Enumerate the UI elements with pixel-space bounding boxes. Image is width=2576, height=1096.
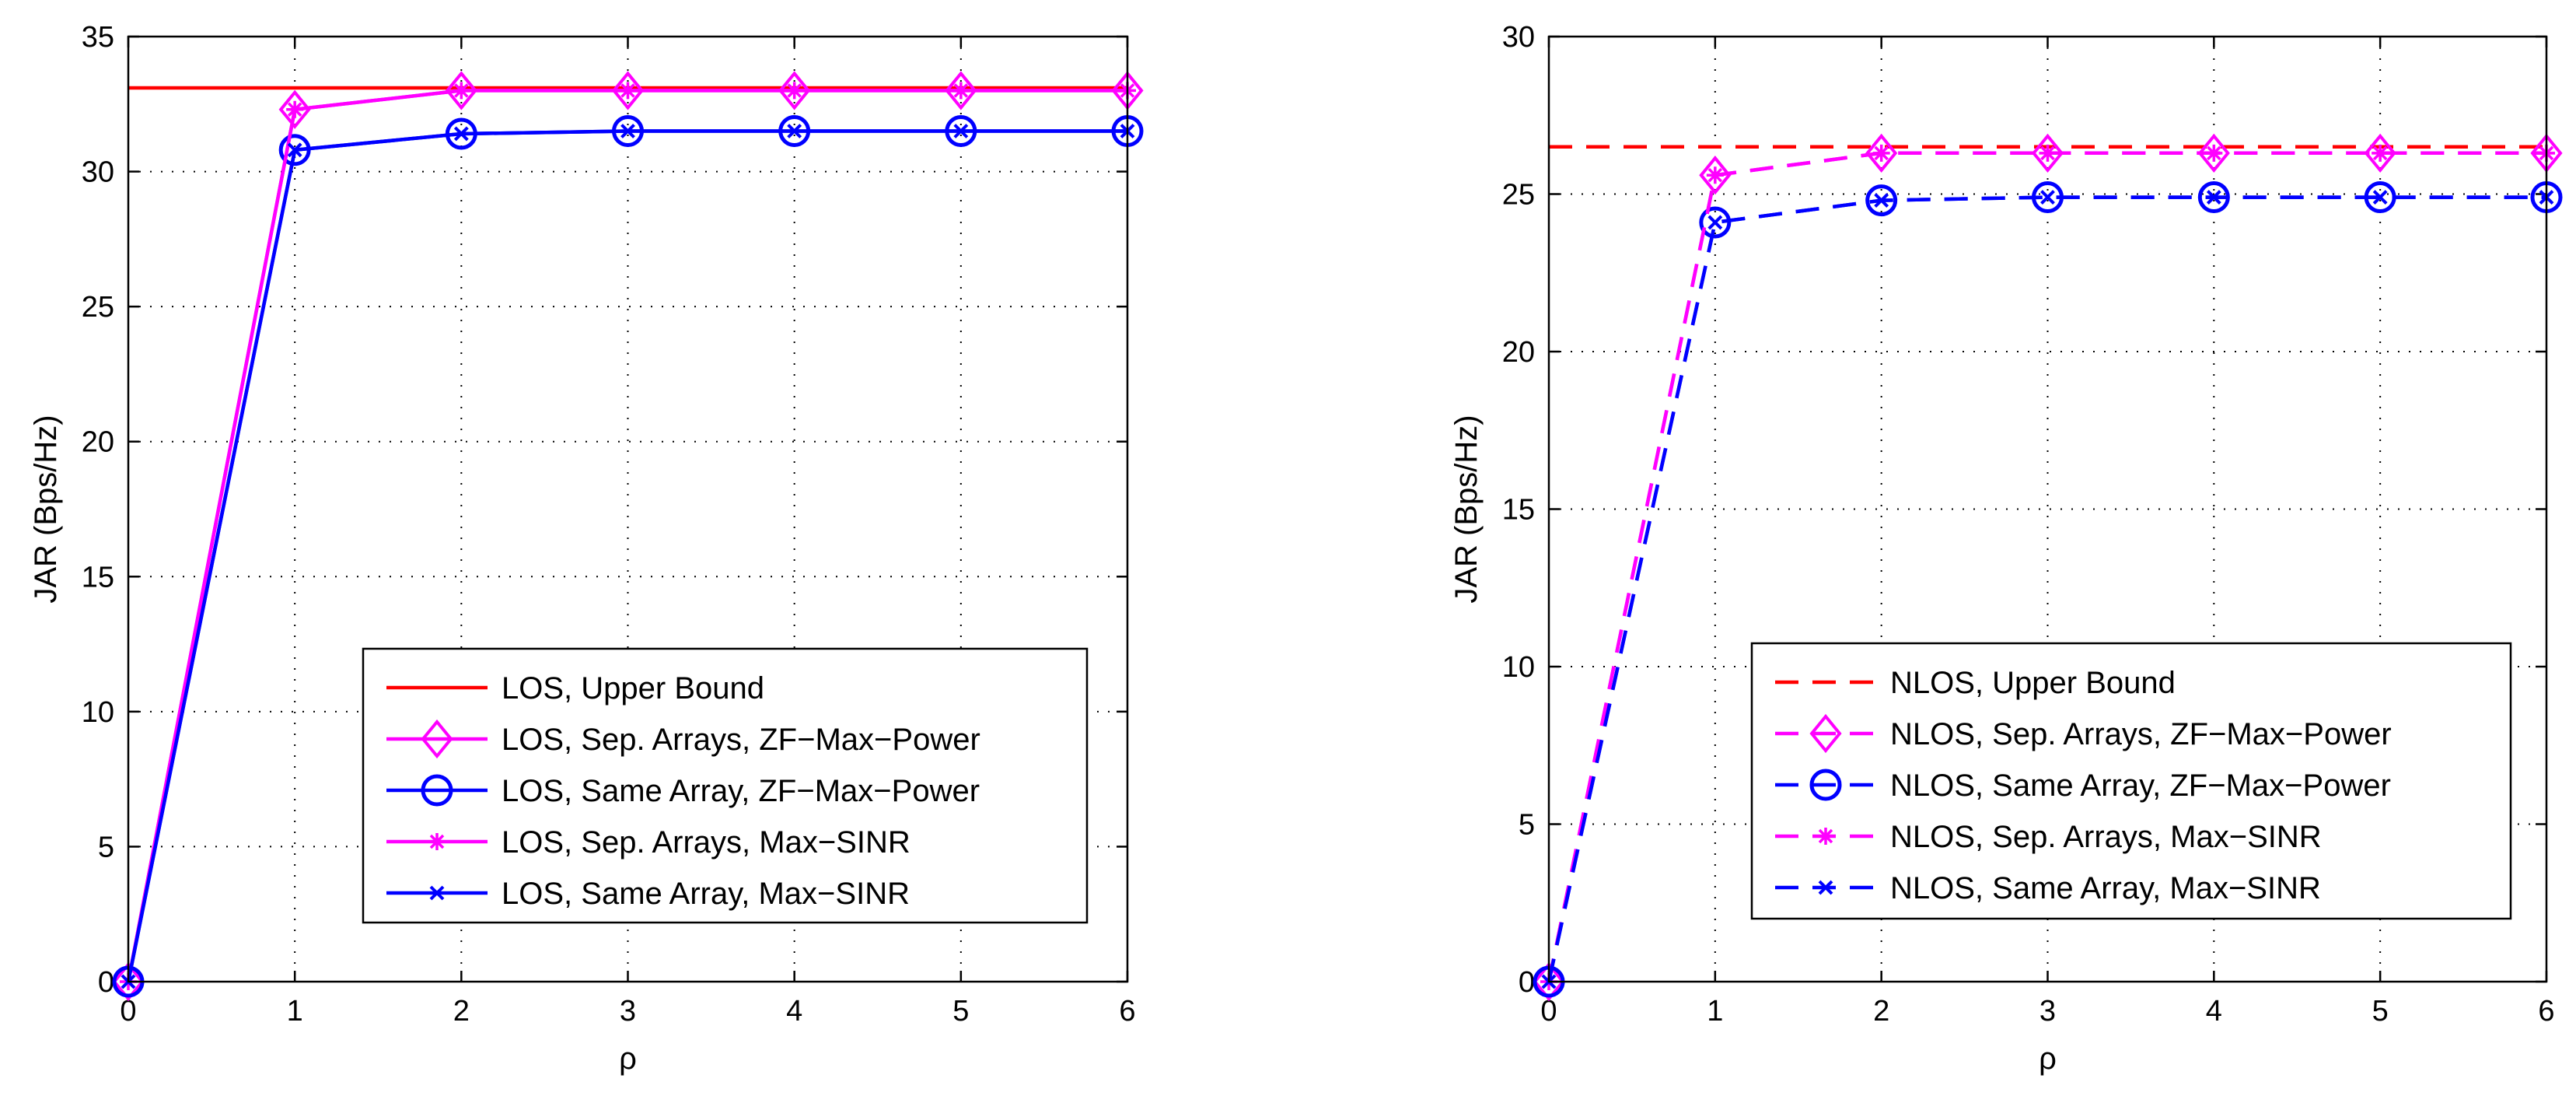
legend-label: NLOS, Sep. Arrays, ZF−Max−Power — [1890, 717, 2392, 751]
x-tick-label: 6 — [2538, 995, 2554, 1028]
data-point-star — [952, 82, 970, 100]
data-point-diamond — [1699, 156, 1732, 195]
data-point-star — [1872, 144, 1890, 162]
legend-label: LOS, Same Array, Max−SINR — [502, 877, 910, 911]
data-point-cross — [2206, 190, 2221, 205]
data-point-diamond — [1865, 133, 1898, 173]
data-point-star — [785, 82, 803, 100]
data-point-cross — [1874, 193, 1889, 208]
legend-box — [362, 647, 1089, 924]
x-tick-label: 3 — [2039, 995, 2056, 1028]
data-point-diamond — [1533, 961, 1565, 1002]
data-point-circle — [1865, 184, 1898, 217]
y-tick-label: 10 — [1502, 651, 1535, 684]
data-point-diamond — [945, 71, 977, 110]
y-tick-label: 5 — [98, 831, 114, 863]
legend-label: NLOS, Sep. Arrays, Max−SINR — [1890, 820, 2322, 854]
x-tick-label: 0 — [120, 995, 136, 1028]
data-point-diamond — [778, 71, 811, 110]
y-tick-label: 10 — [82, 696, 114, 729]
data-point-cross — [620, 124, 635, 138]
series-group — [112, 71, 1144, 1002]
data-point-cross — [2372, 190, 2388, 205]
legend-marker-diamond — [1809, 713, 1842, 754]
data-point-star — [1706, 166, 1724, 184]
data-point-diamond — [2197, 133, 2230, 173]
legend-marker-circle — [421, 774, 453, 807]
x-tick-label: 2 — [1873, 995, 1889, 1028]
y-tick-label: 15 — [82, 561, 114, 594]
data-point-diamond — [445, 71, 477, 110]
y-tick-label: 15 — [1502, 494, 1535, 527]
y-tick-label: 35 — [82, 21, 114, 54]
data-point-diamond — [278, 89, 311, 129]
y-axis-label: JAR (Bps/Hz) — [1449, 415, 1484, 603]
axes-frame — [127, 35, 1129, 983]
y-tick-label: 30 — [82, 156, 114, 189]
y-axis-label: JAR (Bps/Hz) — [29, 415, 63, 603]
data-point-star — [2372, 144, 2389, 162]
x-axis-label: ρ — [2039, 1042, 2057, 1076]
x-tick-label: 4 — [786, 995, 802, 1028]
legend-label: NLOS, Upper Bound — [1890, 666, 2176, 700]
y-tick-label: 25 — [82, 291, 114, 324]
y-tick-label: 25 — [1502, 179, 1535, 212]
y-tick-label: 0 — [1519, 966, 1535, 999]
data-point-cross — [953, 124, 969, 138]
y-tick-label: 20 — [82, 426, 114, 459]
legend-label: NLOS, Same Array, Max−SINR — [1890, 871, 2321, 905]
x-tick-label: 4 — [2206, 995, 2222, 1028]
data-point-diamond — [2031, 133, 2064, 173]
y-tick-label: 0 — [98, 966, 114, 999]
x-tick-label: 2 — [453, 995, 470, 1028]
legend-label: LOS, Upper Bound — [502, 671, 764, 706]
series-group — [1533, 133, 2563, 1002]
data-point-diamond — [611, 71, 645, 110]
legend-marker-star — [1817, 828, 1834, 845]
chart-2: 0 1 2 3 4 5 6 0 5 10 15 20 25 30 ρ JAR (Bps/Hz) NLOS, Up… — [1449, 21, 2563, 1076]
data-point-cross — [287, 142, 302, 158]
legend-label: LOS, Same Array, ZF−Max−Power — [502, 774, 980, 808]
data-point-cross — [453, 126, 469, 142]
data-point-star — [453, 82, 470, 100]
legend: LOS, Upper Bound LOS, Sep. Arrays, ZF−Max… — [362, 647, 1089, 924]
data-point-star — [619, 82, 637, 100]
data-point-star — [2205, 144, 2223, 162]
y-tick-label: 30 — [1502, 21, 1535, 54]
x-axis-label: ρ — [619, 1042, 637, 1076]
data-point-cross — [1707, 215, 1723, 230]
legend-label: LOS, Sep. Arrays, Max−SINR — [502, 825, 911, 860]
legend-marker-diamond — [421, 719, 453, 759]
data-point-star — [2039, 144, 2057, 162]
data-point-circle — [1699, 206, 1732, 239]
x-tick-label: 5 — [952, 995, 969, 1028]
x-tick-label: 1 — [1707, 995, 1723, 1028]
chart-1: 0 1 2 3 4 5 6 0 5 10 15 20 25 30 35 ρ JAR (Bps/Hz) LOS, U… — [29, 21, 1144, 1076]
legend-box — [1750, 642, 2512, 920]
data-point-diamond — [2364, 133, 2396, 173]
axes-frame — [1547, 35, 2548, 983]
legend-marker-cross — [429, 885, 445, 901]
x-tick-label: 1 — [287, 995, 303, 1028]
x-tick-label: 3 — [620, 995, 636, 1028]
data-point-star — [286, 100, 304, 118]
data-point-diamond — [112, 961, 145, 1002]
data-point-cross — [787, 124, 802, 138]
y-tick-label: 20 — [1502, 336, 1535, 369]
legend-marker-star — [428, 833, 446, 850]
legend: NLOS, Upper Bound NLOS, Sep. Arrays, ZF−M… — [1750, 642, 2512, 920]
x-tick-label: 5 — [2372, 995, 2389, 1028]
x-tick-label: 0 — [1540, 995, 1557, 1028]
legend-label: NLOS, Same Array, ZF−Max−Power — [1890, 769, 2391, 803]
data-point-cross — [2040, 190, 2055, 205]
x-tick-label: 6 — [1119, 995, 1135, 1028]
legend-label: LOS, Sep. Arrays, ZF−Max−Power — [502, 723, 980, 757]
legend-marker-circle — [1809, 769, 1842, 801]
y-tick-label: 5 — [1519, 809, 1535, 842]
legend-marker-cross — [1818, 880, 1833, 895]
